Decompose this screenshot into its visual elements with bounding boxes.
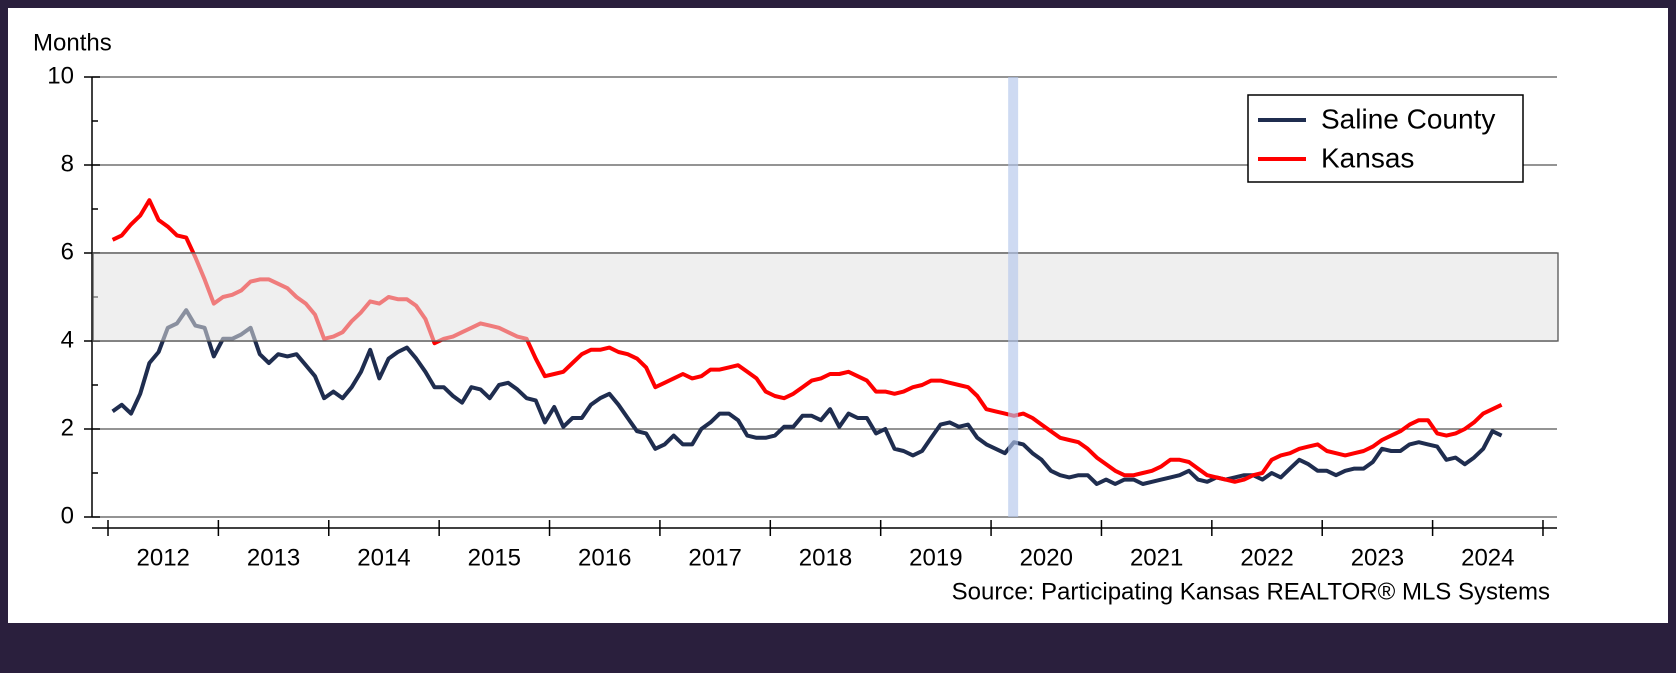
x-tick-label: 2012: [137, 544, 190, 571]
legend-label: Saline County: [1321, 103, 1495, 134]
x-tick-label: 2023: [1351, 544, 1404, 571]
y-tick-label: 2: [61, 414, 74, 441]
legend-box: [1247, 94, 1524, 183]
y-tick-label: 10: [47, 62, 74, 89]
x-tick-label: 2022: [1240, 544, 1293, 571]
y-tick-label: 8: [61, 150, 74, 177]
x-tick-label: 2016: [578, 544, 631, 571]
series-line: [111, 308, 1503, 486]
x-tick-label: 2019: [909, 544, 962, 571]
y-tick-label: 6: [61, 238, 74, 265]
source-note: Source: Participating Kansas REALTOR® ML…: [952, 578, 1550, 605]
shaded-band: [92, 252, 1559, 342]
vertical-band: [1008, 77, 1019, 517]
x-tick-label: 2013: [247, 544, 300, 571]
x-tick-label: 2017: [688, 544, 741, 571]
x-tick-label: 2024: [1461, 544, 1514, 571]
y-tick-label: 4: [61, 326, 74, 353]
x-tick-label: 2018: [799, 544, 852, 571]
x-tick-label: 2014: [357, 544, 410, 571]
x-tick-label: 2020: [1020, 544, 1073, 571]
y-axis-title: Months: [33, 29, 112, 56]
y-tick-label: 0: [61, 502, 74, 529]
legend-label: Kansas: [1321, 142, 1414, 173]
x-tick-label: 2021: [1130, 544, 1183, 571]
x-tick-label: 2015: [468, 544, 521, 571]
